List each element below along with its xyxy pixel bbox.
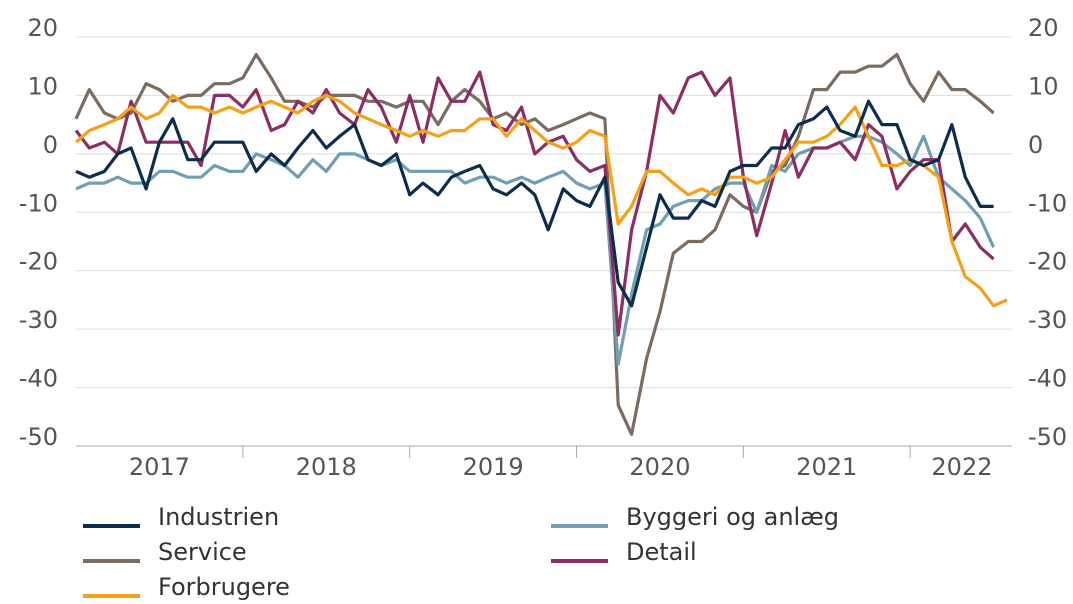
x-tick-label: 2018	[296, 453, 357, 481]
y2-tick-label: 20	[1028, 14, 1059, 42]
series-line	[74, 52, 995, 436]
series-line	[75, 134, 996, 366]
series-line	[74, 70, 995, 337]
y2-tick-label: -30	[1028, 306, 1067, 334]
y2-tick-label: 10	[1028, 72, 1059, 100]
series-line	[74, 93, 1008, 308]
y2-tick-label: -10	[1028, 189, 1067, 217]
legend-label: Service	[158, 538, 247, 566]
y-tick-label: -10	[19, 189, 58, 217]
y2-tick-label: -40	[1028, 365, 1067, 393]
legend-label: Industrien	[158, 503, 279, 531]
y-tick-label: -50	[19, 423, 58, 451]
y2-tick-label: 0	[1028, 131, 1043, 159]
x-tick-label: 2021	[796, 453, 857, 481]
x-tick-label: 2022	[931, 453, 992, 481]
x-tick-label: 2017	[129, 453, 190, 481]
y-tick-label: -30	[19, 306, 58, 334]
series-line	[75, 99, 994, 308]
y-tick-label: -20	[19, 248, 58, 276]
legend-label: Byggeri og anlæg	[626, 503, 839, 531]
y-tick-label: 20	[27, 14, 58, 42]
y2-tick-label: -20	[1028, 248, 1067, 276]
x-tick-label: 2020	[629, 453, 690, 481]
y-tick-label: -40	[19, 365, 58, 393]
legend-label: Forbrugere	[158, 573, 290, 601]
y-tick-label: 0	[43, 131, 58, 159]
x-tick-label: 2019	[463, 453, 524, 481]
y2-tick-label: -50	[1028, 423, 1067, 451]
y-tick-label: 10	[27, 72, 58, 100]
legend-label: Detail	[626, 538, 697, 566]
